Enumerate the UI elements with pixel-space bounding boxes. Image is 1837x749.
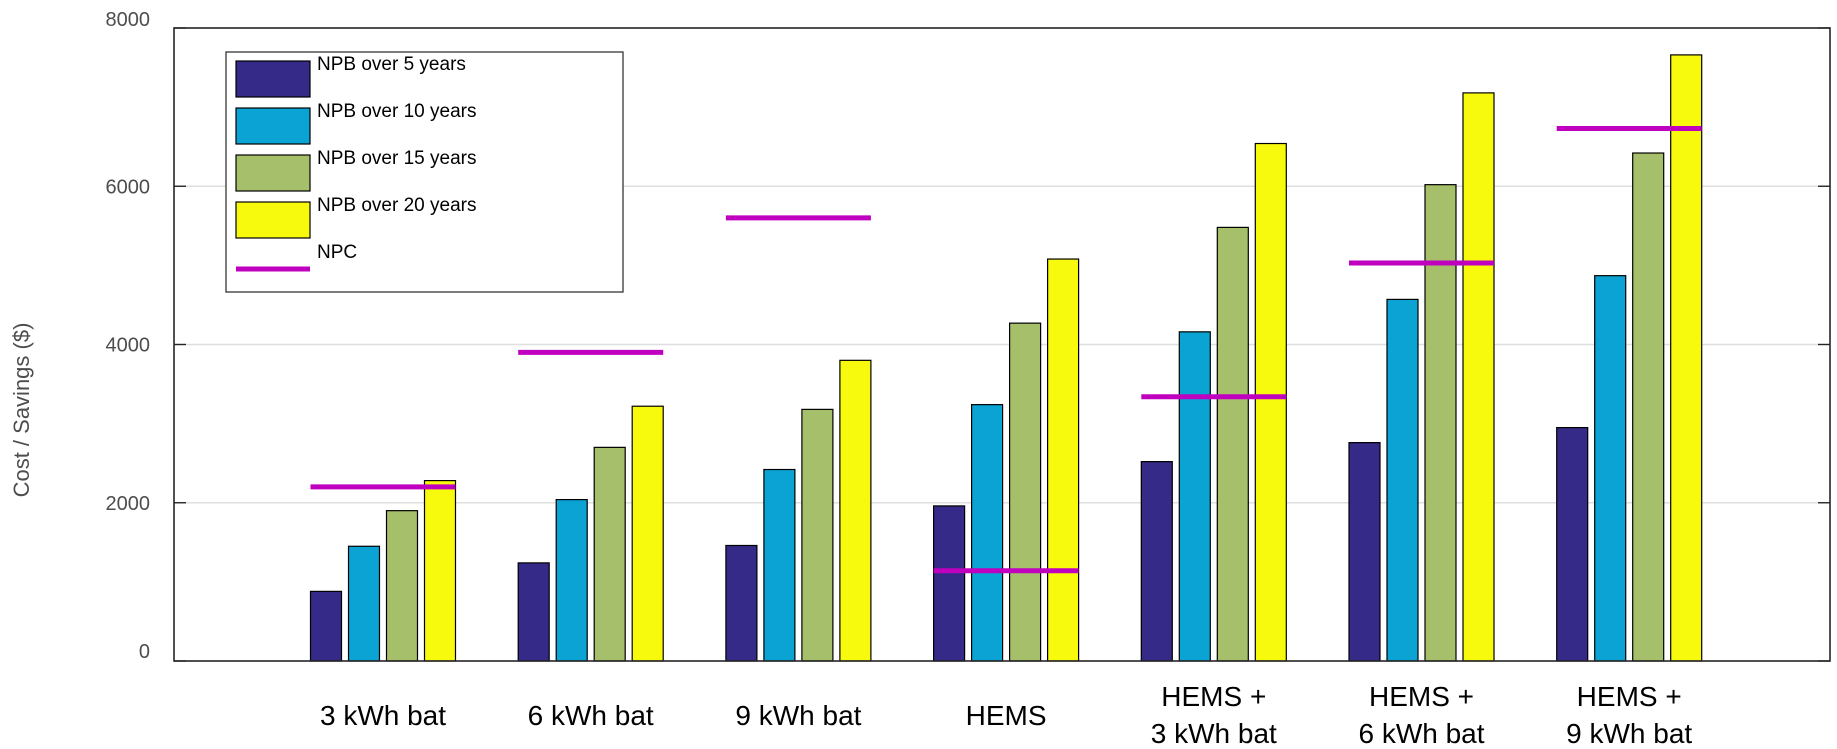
bar-4-3 bbox=[839, 359, 872, 662]
bar-3-6 bbox=[1424, 184, 1457, 662]
bar-3-1 bbox=[385, 510, 419, 662]
legend-swatch bbox=[235, 60, 311, 98]
y-tick-label: 6000 bbox=[106, 176, 151, 198]
plot-frame bbox=[173, 27, 1831, 662]
x-tick-label: 9 kWh bat bbox=[735, 700, 861, 731]
y-axis-label: Cost / Savings ($) bbox=[9, 323, 34, 498]
bar-2-4 bbox=[970, 404, 1004, 662]
x-tick-label: HEMS + bbox=[1577, 681, 1682, 712]
y-tick-label: 2000 bbox=[106, 493, 151, 515]
legend-swatch bbox=[235, 107, 311, 145]
bar-4-5 bbox=[1254, 142, 1287, 662]
bar-4-4 bbox=[1046, 258, 1080, 662]
bar-3-2 bbox=[593, 446, 626, 662]
y-tick-label: 4000 bbox=[106, 335, 151, 357]
bar-2-3 bbox=[763, 468, 796, 662]
x-tick-label: HEMS + bbox=[1369, 681, 1474, 712]
x-tick-label: HEMS bbox=[966, 700, 1047, 731]
bar-4-6 bbox=[1462, 92, 1495, 662]
bar-4-2 bbox=[631, 405, 664, 662]
x-tick-label: 3 kWh bat bbox=[320, 700, 446, 731]
bar-1-1 bbox=[309, 590, 343, 662]
y-tick-label: 0 bbox=[139, 641, 150, 663]
y-tick-label: 8000 bbox=[106, 9, 151, 31]
npc-lines bbox=[310, 125, 1702, 574]
legend-label: NPB over 5 years bbox=[317, 54, 466, 75]
x-tick-label: 6 kWh bat bbox=[528, 700, 654, 731]
legend-swatch bbox=[235, 201, 311, 239]
bar-4-7 bbox=[1670, 54, 1703, 662]
legend-items: NPB over 5 years NPB over 10 years NPB ove… bbox=[235, 54, 476, 272]
bar-1-5 bbox=[1140, 461, 1173, 662]
bar-4-1 bbox=[423, 479, 457, 662]
bars bbox=[309, 54, 1703, 662]
bar-2-2 bbox=[555, 498, 588, 662]
x-tick-labels: 3 kWh bat 6 kWh bat 9 kWh bat HEMS HEMS + 3 k… bbox=[320, 681, 1692, 749]
x-tick-label: 9 kWh bat bbox=[1566, 718, 1692, 749]
bar-2-1 bbox=[347, 545, 381, 662]
bar-1-3 bbox=[725, 544, 758, 662]
bar-2-5 bbox=[1178, 331, 1211, 662]
bar-1-2 bbox=[517, 562, 550, 662]
y-tick-labels: 0 2000 4000 6000 8000 bbox=[106, 9, 151, 663]
bar-2-6 bbox=[1386, 298, 1419, 662]
bar-3-4 bbox=[1008, 322, 1042, 662]
legend-label: NPB over 10 years bbox=[317, 101, 476, 122]
legend-label: NPB over 15 years bbox=[317, 148, 476, 169]
legend: NPB over 5 years NPB over 10 years NPB ove… bbox=[225, 51, 624, 293]
legend-swatch bbox=[235, 154, 311, 192]
bar-3-3 bbox=[801, 408, 834, 662]
bar-1-7 bbox=[1556, 426, 1589, 662]
legend-label: NPB over 20 years bbox=[317, 195, 476, 216]
bar-1-4 bbox=[932, 505, 966, 662]
bar-1-6 bbox=[1348, 442, 1381, 662]
legend-label: NPC bbox=[317, 242, 357, 263]
x-tick-label: 6 kWh bat bbox=[1358, 718, 1484, 749]
x-tick-label: 3 kWh bat bbox=[1151, 718, 1277, 749]
bar-2-7 bbox=[1594, 275, 1627, 662]
bar-3-5 bbox=[1216, 226, 1249, 662]
x-tick-label: HEMS + bbox=[1161, 681, 1266, 712]
bar-3-7 bbox=[1632, 152, 1665, 662]
